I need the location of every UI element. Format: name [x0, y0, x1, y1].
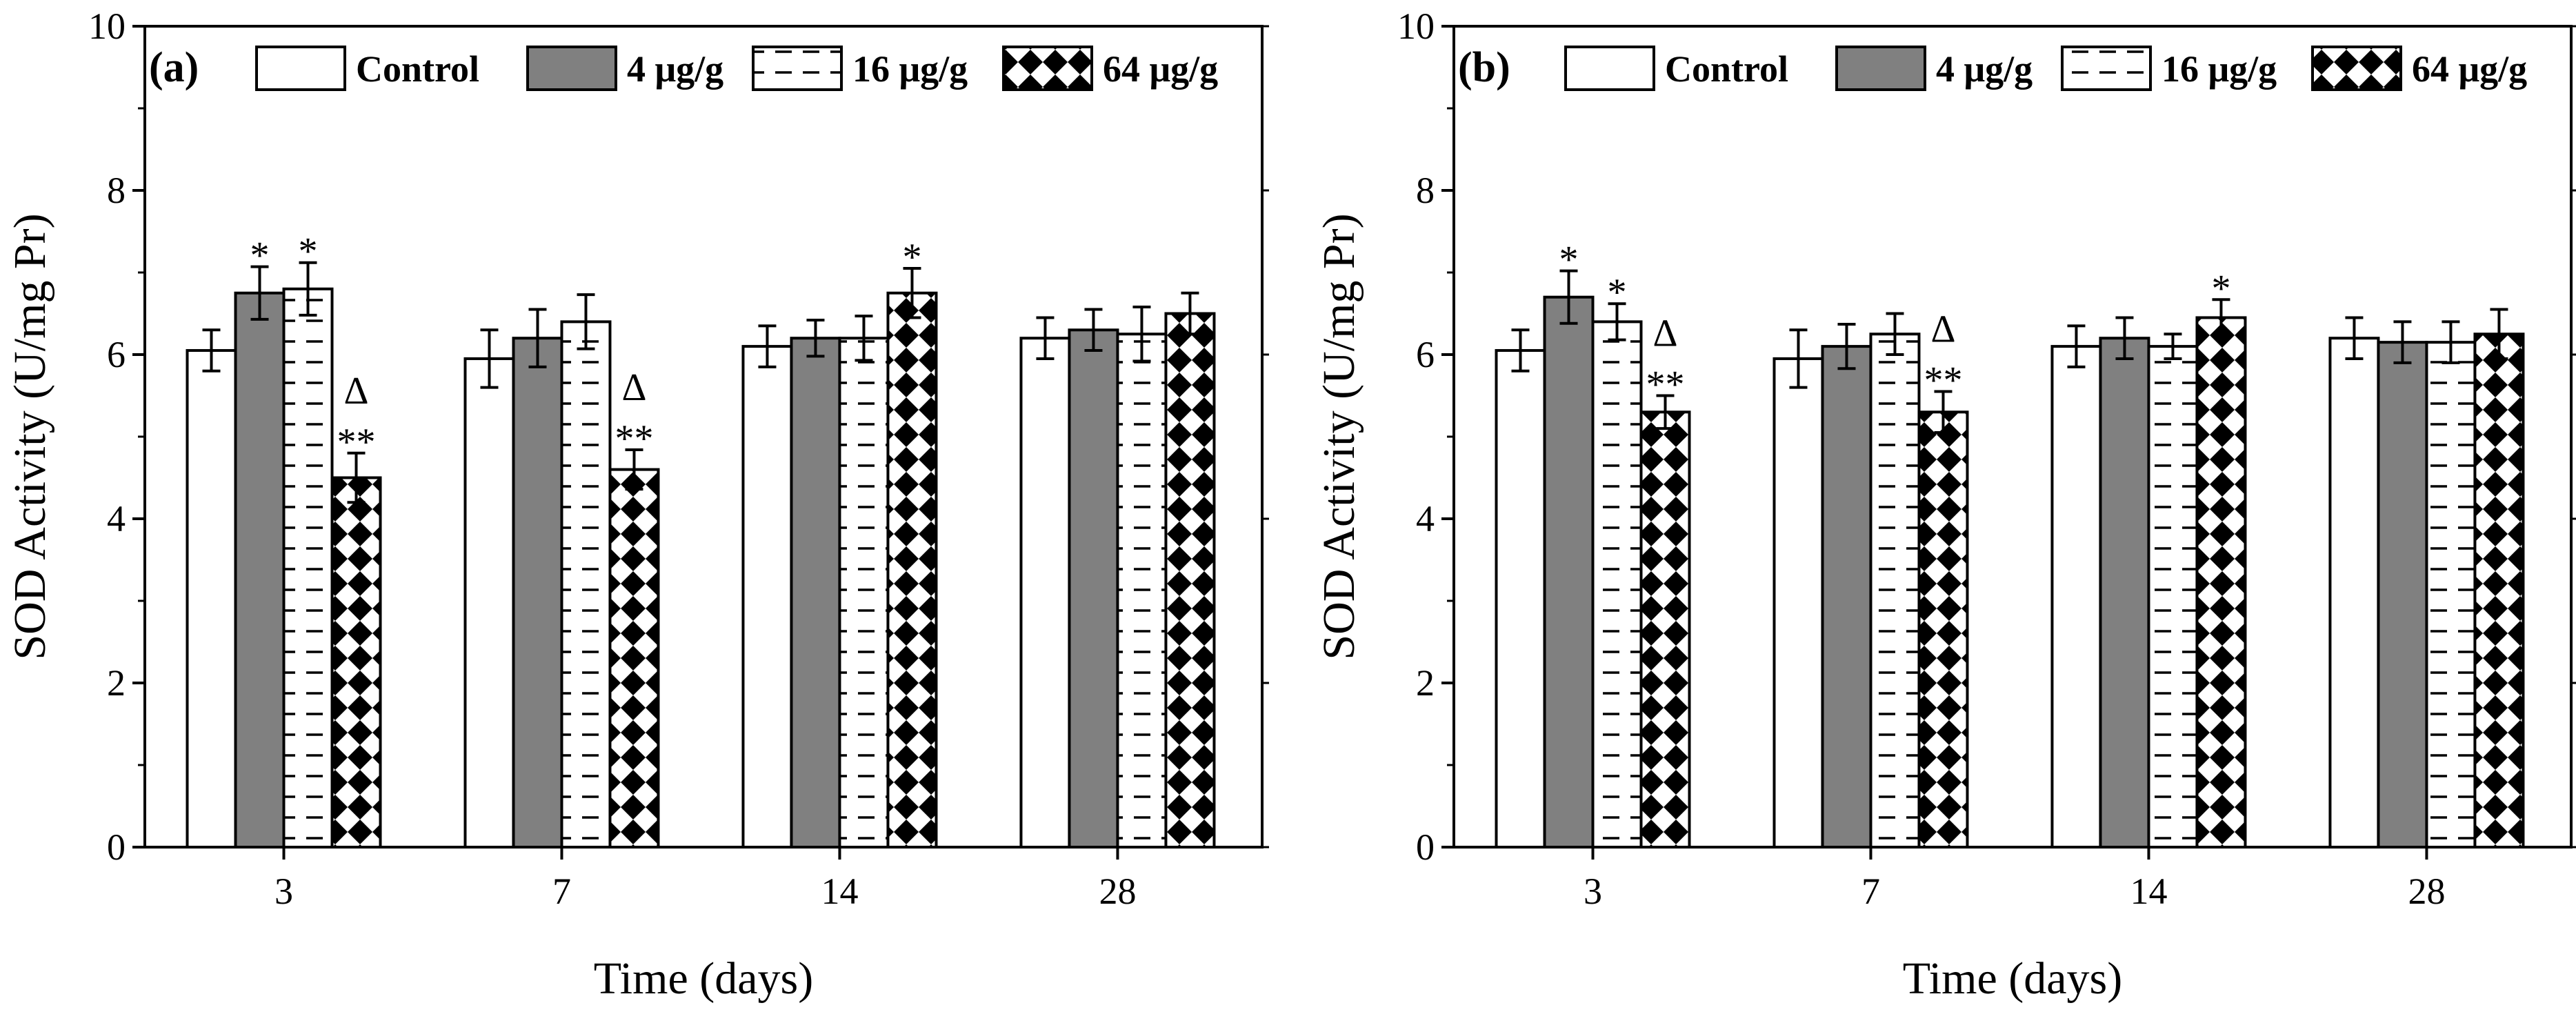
significance-label: **	[1646, 364, 1684, 406]
y-tick-label: 0	[1416, 826, 1435, 868]
y-tick-label: 6	[107, 334, 126, 375]
bar	[741, 345, 793, 849]
bar	[1543, 295, 1595, 849]
legend-swatch	[2061, 46, 2152, 91]
legend-swatch	[752, 46, 843, 91]
bar	[886, 291, 938, 849]
legend-swatch	[2311, 46, 2402, 91]
legend-swatch	[1564, 46, 1655, 91]
panel-label: (a)	[149, 44, 199, 91]
legend-swatch	[1002, 46, 1093, 91]
significance-label: Δ	[343, 370, 368, 413]
x-tick-label: 28	[1099, 871, 1136, 912]
x-tick-label: 7	[1861, 871, 1880, 912]
significance-label: *	[298, 230, 317, 273]
bar	[838, 337, 890, 849]
bar	[790, 337, 841, 849]
bar	[560, 320, 612, 849]
bar	[2473, 333, 2525, 849]
y-tick-label: 4	[107, 498, 126, 539]
x-tick-label: 3	[1584, 871, 1602, 912]
x-tick-label: 14	[821, 871, 858, 912]
significance-label: Δ	[621, 366, 646, 409]
bar	[463, 357, 515, 849]
significance-label: Δ	[1930, 308, 1955, 351]
bar	[234, 291, 286, 849]
legend-swatch	[255, 46, 346, 91]
significance-label: *	[1559, 239, 1578, 281]
significance-label: *	[902, 236, 921, 279]
bar	[1639, 410, 1691, 849]
bar	[512, 337, 563, 849]
y-tick-label: 2	[107, 662, 126, 704]
y-tick-label: 6	[1416, 334, 1435, 375]
y-tick-label: 10	[88, 6, 126, 47]
x-tick-label: 7	[552, 871, 571, 912]
legend-label: Control	[1665, 48, 1788, 90]
significance-label: Δ	[1653, 312, 1677, 355]
bar	[186, 349, 237, 849]
legend-label: 64 μg/g	[2412, 48, 2527, 90]
bar	[2425, 341, 2477, 849]
bar	[1773, 357, 1824, 849]
bar	[282, 287, 334, 849]
bar	[1821, 345, 1873, 849]
bar	[2050, 345, 2102, 849]
legend-swatch	[526, 46, 617, 91]
y-tick-label: 8	[107, 170, 126, 211]
legend-label: 4 μg/g	[1936, 48, 2033, 90]
significance-label: **	[337, 421, 375, 464]
bar	[2147, 345, 2199, 849]
significance-label: **	[615, 417, 653, 460]
x-tick-label: 3	[274, 871, 293, 912]
legend-swatch	[1835, 46, 1926, 91]
legend-label: 16 μg/g	[2161, 48, 2277, 90]
y-tick-label: 0	[107, 826, 126, 868]
legend-label: 16 μg/g	[852, 48, 968, 90]
legend-label: Control	[356, 48, 479, 90]
x-axis-title: Time (days)	[1903, 953, 2122, 1004]
panel-label: (b)	[1458, 44, 1510, 91]
bar	[608, 468, 660, 849]
bar	[1495, 349, 1546, 849]
significance-label: *	[1607, 271, 1626, 314]
bar	[1591, 320, 1643, 849]
y-tick-label: 2	[1416, 662, 1435, 704]
bar	[330, 476, 382, 849]
bar	[1869, 333, 1921, 849]
y-tick-label: 8	[1416, 170, 1435, 211]
y-axis-title: SOD Activity (U/mg Pr)	[5, 213, 55, 659]
significance-label: **	[1924, 359, 1962, 402]
bar	[1068, 328, 1119, 849]
x-tick-label: 28	[2408, 871, 2445, 912]
significance-label: *	[2211, 267, 2230, 310]
x-axis-title: Time (days)	[594, 953, 813, 1004]
y-tick-label: 10	[1397, 6, 1435, 47]
significance-label: *	[250, 235, 269, 277]
legend-label: 4 μg/g	[627, 48, 723, 90]
bar	[2377, 341, 2428, 849]
y-tick-label: 4	[1416, 498, 1435, 539]
bar	[2328, 337, 2380, 849]
x-tick-label: 14	[2130, 871, 2167, 912]
bar	[1917, 410, 1969, 849]
bar	[1116, 333, 1168, 849]
bar	[1164, 312, 1216, 849]
legend-label: 64 μg/g	[1103, 48, 1218, 90]
bar	[2195, 316, 2247, 849]
bar	[1019, 337, 1071, 849]
y-axis-title: SOD Activity (U/mg Pr)	[1314, 213, 1364, 659]
bar	[2099, 337, 2150, 849]
